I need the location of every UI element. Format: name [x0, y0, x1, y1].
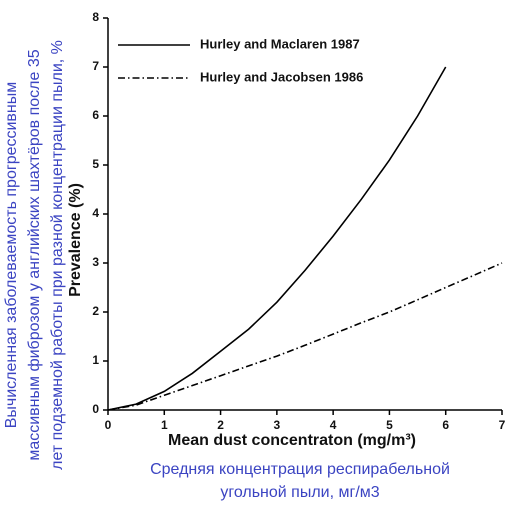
x-tick-label: 1: [161, 418, 168, 432]
x-tick-label: 5: [386, 418, 393, 432]
y-tick-label: 7: [92, 59, 99, 73]
y-tick-label: 2: [92, 304, 99, 318]
x-translation: Средняя концентрация респирабельной: [150, 461, 450, 478]
x-tick-label: 7: [499, 418, 506, 432]
x-tick-label: 3: [274, 418, 281, 432]
y-tick-label: 4: [92, 206, 99, 220]
legend-label: Hurley and Maclaren 1987: [200, 36, 360, 51]
series-line: [107, 66, 447, 411]
y-tick-label: 3: [92, 255, 99, 269]
y-translation: массивным фиброзом у английских шахтёров…: [26, 49, 43, 460]
y-axis-label: Prevalence (%): [67, 183, 84, 297]
y-tick-label: 8: [92, 10, 99, 24]
y-translation: Вычисленная заболеваемость прогрессивным: [3, 82, 20, 429]
y-translation: лет подземной работы при разной концентр…: [49, 40, 66, 470]
x-tick-label: 2: [217, 418, 224, 432]
series-line: [107, 262, 503, 411]
x-tick-label: 0: [105, 418, 112, 432]
y-tick-label: 0: [92, 402, 99, 416]
y-tick-label: 1: [92, 353, 99, 367]
x-tick-label: 4: [330, 418, 337, 432]
legend-label: Hurley and Jacobsen 1986: [200, 69, 363, 84]
x-axis-label: Mean dust concentraton (mg/m³): [168, 432, 416, 449]
y-tick-label: 6: [92, 108, 99, 122]
x-translation: угольной пыли, мг/м3: [220, 484, 379, 501]
x-tick-label: 6: [442, 418, 449, 432]
y-tick-label: 5: [92, 157, 99, 171]
